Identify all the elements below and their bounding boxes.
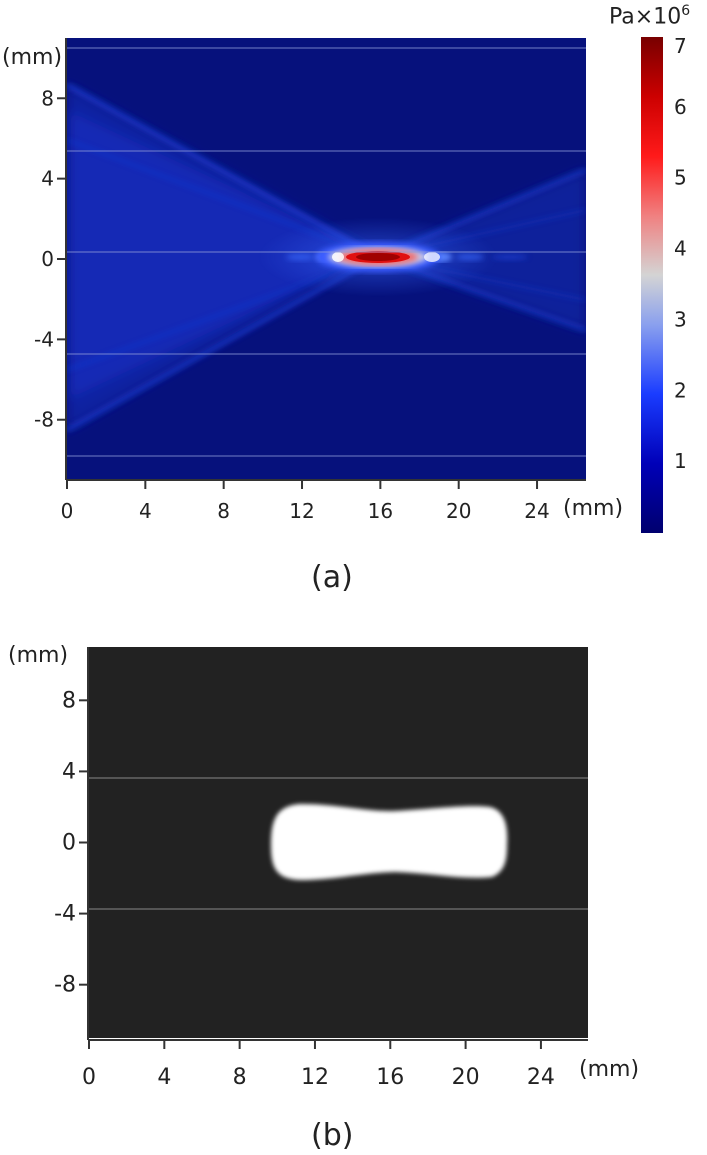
x-tick-label-a: 16 (368, 499, 393, 523)
x-tick-label-b: 4 (157, 1065, 171, 1090)
y-tick-label-b: 4 (62, 759, 76, 784)
scan-lines-b (89, 777, 588, 910)
colorbar-tick-label: 7 (674, 34, 687, 58)
scan-lines-a (67, 47, 586, 457)
panel-label-b: (b) (311, 1118, 354, 1153)
colorbar-tick-label: 3 (674, 307, 687, 331)
x-tick-label-a: 8 (217, 499, 230, 523)
x-tick-label-b: 12 (301, 1065, 329, 1090)
x-unit-label-a: (mm) (563, 496, 624, 521)
x-tick-label-b: 0 (82, 1065, 96, 1090)
x-tick-label-a: 20 (446, 499, 471, 523)
y-tick-label-a: -4 (34, 327, 54, 351)
colorbar-tick-label: 6 (674, 95, 687, 119)
x-tick-label-a: 12 (289, 499, 314, 523)
panel-label-a: (a) (311, 560, 353, 595)
x-tick-label-a: 4 (139, 499, 152, 523)
y-unit-label-b: (mm) (8, 643, 69, 668)
focal-spot (316, 242, 440, 272)
ablation-lesion (271, 804, 508, 880)
x-tick-label-b: 20 (452, 1065, 480, 1090)
y-tick-label-a: 8 (41, 86, 54, 110)
x-tick-label-b: 24 (527, 1065, 555, 1090)
y-tick-label-b: -8 (54, 973, 76, 998)
y-tick-label-b: -4 (54, 902, 76, 927)
colorbar (641, 37, 663, 533)
y-tick-label-a: -8 (34, 408, 54, 432)
x-tick-label-a: 0 (61, 499, 74, 523)
colorbar-tick-label: 1 (674, 449, 687, 473)
lesion-map-chart: 8 4 0 -4 -8 0 4 8 12 16 20 24 (54, 647, 588, 1090)
colorbar-unit-base: Pa (609, 4, 635, 30)
pressure-field-chart: 8 4 0 -4 -8 0 4 8 12 16 20 24 7 6 5 4 3 2 1 (34, 34, 687, 533)
y-tick-label-a: 4 (41, 167, 54, 191)
colorbar-tick-label: 4 (674, 237, 687, 261)
x-unit-label-b: (mm) (579, 1057, 640, 1082)
colorbar-tick-label: 2 (674, 378, 687, 402)
y-tick-label-b: 8 (62, 688, 76, 713)
colorbar-unit-exp: 6 (681, 3, 691, 19)
colorbar-tick-label: 5 (674, 166, 687, 190)
x-tick-label-b: 8 (233, 1065, 247, 1090)
x-tick-label-b: 16 (376, 1065, 404, 1090)
y-unit-label-a: (mm) (2, 45, 63, 70)
x-tick-label-a: 24 (524, 499, 549, 523)
colorbar-unit-times: ×10 (634, 4, 682, 30)
y-tick-label-b: 0 (62, 831, 76, 856)
colorbar-unit-label: Pa×106 (609, 4, 690, 28)
y-tick-label-a: 0 (41, 247, 54, 271)
